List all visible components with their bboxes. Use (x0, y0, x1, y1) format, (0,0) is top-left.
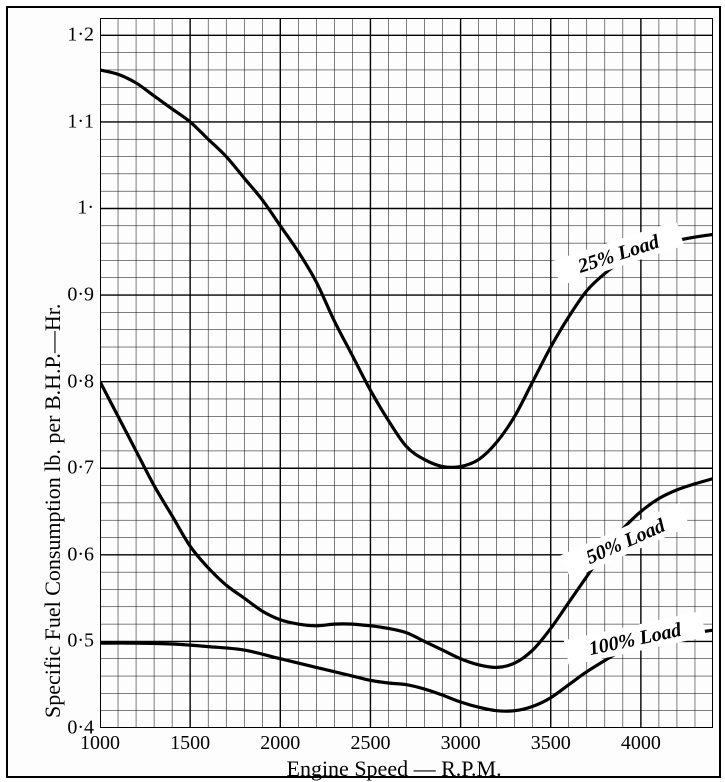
y-tick: 0·8 (50, 370, 94, 393)
x-tick: 2000 (260, 732, 300, 755)
x-tick: 2500 (350, 732, 390, 755)
x-axis-label: Engine Speed — R.P.M. (287, 756, 502, 782)
chart-container: Specific Fuel Consumption lb. per B.H.P.… (0, 0, 725, 782)
y-tick: 0·7 (50, 457, 94, 480)
x-tick: 3000 (441, 732, 481, 755)
y-axis-label: Specific Fuel Consumption lb. per B.H.P.… (40, 304, 66, 718)
y-tick: 0·5 (50, 630, 94, 653)
y-tick: 0·9 (50, 284, 94, 307)
series-label: 100% Load (587, 619, 684, 660)
y-tick: 1·1 (50, 110, 94, 133)
y-tick: 1· (50, 197, 94, 220)
x-tick: 4000 (621, 732, 661, 755)
x-tick: 1000 (80, 732, 120, 755)
x-tick: 1500 (170, 732, 210, 755)
chart-svg: 25% Load50% Load100% Load (100, 18, 713, 728)
series-label: 25% Load (574, 230, 662, 277)
x-tick: 3500 (531, 732, 571, 755)
y-tick: 0·6 (50, 543, 94, 566)
y-tick: 1·2 (50, 24, 94, 47)
